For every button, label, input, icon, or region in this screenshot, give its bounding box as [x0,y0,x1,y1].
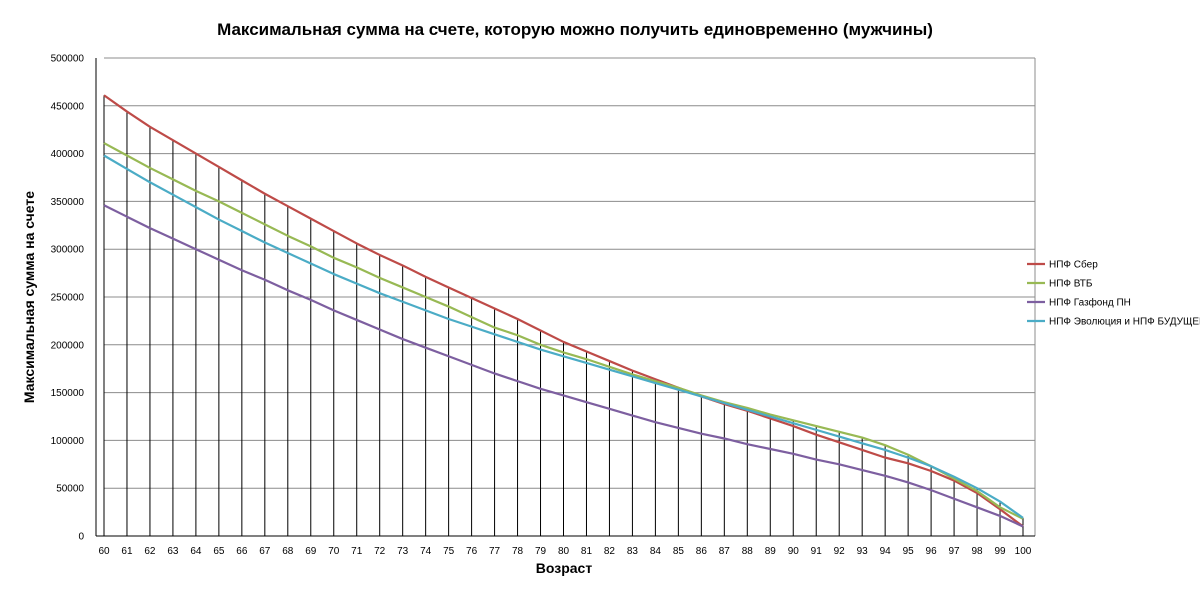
series-line [103,204,1024,528]
legend: НПФ Сбер НПФ ВТБ НПФ Газфонд ПН НПФ Эволюци… [1027,259,1200,328]
x-tick-label: 89 [765,546,777,557]
x-tick-label: 70 [328,546,340,557]
x-tick-label: 74 [420,546,432,557]
y-tick-label: 450000 [51,101,85,112]
x-tick-label: 67 [259,546,271,557]
y-tick-label: 300000 [51,245,85,256]
series-line [103,154,1024,519]
y-tick-label: 350000 [51,197,85,208]
x-tick-label: 90 [788,546,800,557]
x-tick-label: 68 [282,546,294,557]
x-tick-label: 80 [558,546,570,557]
x-tick-label: 84 [650,546,662,557]
x-tick-label: 71 [351,546,363,557]
x-tick-label: 79 [535,546,547,557]
x-tick-label: 85 [673,546,685,557]
x-tick-label: 96 [926,546,938,557]
x-tick-label: 87 [719,546,731,557]
x-tick-label: 76 [466,546,478,557]
x-tick-label: 62 [144,546,156,557]
x-tick-label: 60 [98,546,110,557]
legend-label: НПФ Эволюция и НПФ БУДУЩЕЕ [1049,317,1200,328]
x-tick-label: 91 [811,546,823,557]
x-tick-label: 97 [949,546,961,557]
x-tick-label: 64 [190,546,202,557]
x-tick-label: 66 [236,546,248,557]
y-tick-label: 500000 [51,54,85,65]
x-tick-label: 75 [443,546,455,557]
x-tick-labels: 60 61 62 63 64 65 66 67 68 69 70 71 72 73 74 75 76 77 78 79… [98,546,1031,557]
x-tick-label: 72 [374,546,386,557]
x-tick-label: 69 [305,546,317,557]
gridlines [104,57,1035,489]
x-tick-label: 98 [971,546,983,557]
axes [95,58,1036,537]
drop-lines [103,95,1024,536]
x-tick-label: 81 [581,546,593,557]
x-tick-label: 95 [903,546,915,557]
y-tick-label: 50000 [56,484,84,495]
x-axis-title: Возраст [536,560,593,576]
series-line [103,142,1024,520]
legend-label: НПФ ВТБ [1049,279,1093,290]
y-tick-label: 100000 [51,436,85,447]
series-lines [103,94,1024,528]
x-tick-label: 94 [880,546,892,557]
y-tick-labels: 0 50000 100000 150000 200000 250000 300000 3500… [51,54,85,543]
x-tick-label: 99 [994,546,1006,557]
chart-title: Максимальная сумма на счете, которую мож… [217,20,933,39]
y-tick-label: 400000 [51,149,85,160]
x-tick-label: 93 [857,546,869,557]
x-tick-label: 78 [512,546,524,557]
series-line [103,94,1024,528]
legend-label: НПФ Газфонд ПН [1049,297,1131,309]
x-tick-label: 77 [489,546,501,557]
x-tick-label: 73 [397,546,409,557]
x-tick-label: 65 [213,546,225,557]
y-tick-label: 0 [78,532,84,543]
x-tick-label: 82 [604,546,616,557]
x-tick-label: 100 [1015,546,1032,557]
x-tick-label: 61 [121,546,133,557]
x-tick-label: 86 [696,546,708,557]
y-tick-label: 150000 [51,388,85,399]
x-tick-label: 63 [167,546,179,557]
y-axis-title: Максимальная сумма на счете [21,191,37,403]
legend-label: НПФ Сбер [1049,259,1098,271]
x-tick-label: 83 [627,546,639,557]
x-tick-label: 88 [742,546,754,557]
y-tick-label: 250000 [51,293,85,304]
y-tick-label: 200000 [51,340,85,351]
x-tick-label: 92 [834,546,846,557]
